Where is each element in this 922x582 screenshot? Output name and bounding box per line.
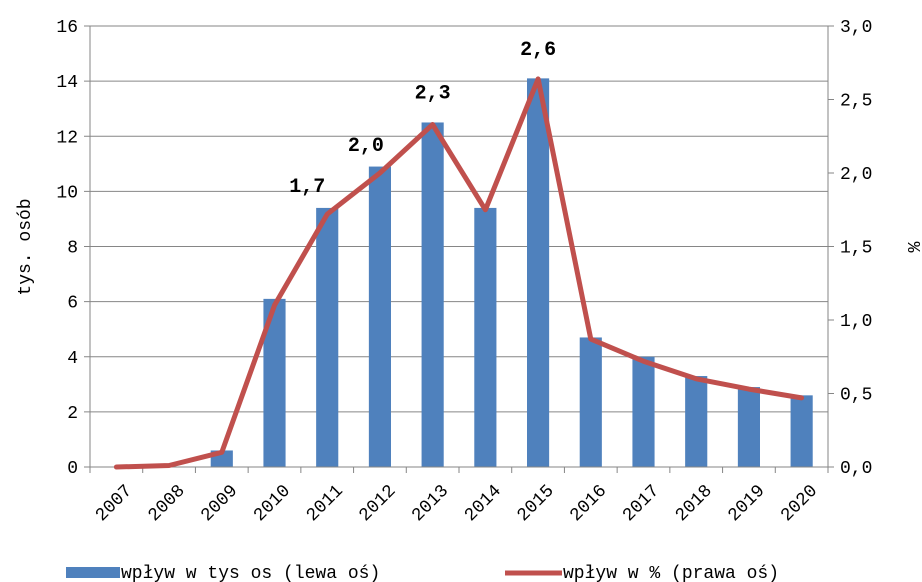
bar [421, 122, 444, 467]
left-tick-label: 2 [67, 404, 78, 424]
axes [84, 25, 834, 473]
bar [632, 356, 655, 467]
left-tick-label: 0 [67, 459, 78, 479]
x-tick-label: 2008 [145, 481, 190, 526]
x-tick-label: 2009 [198, 481, 243, 526]
x-tick-label: 2015 [514, 481, 559, 526]
y-axis-title: tys. osób [16, 198, 36, 295]
legend-bar-swatch [66, 567, 120, 578]
x-tick-label: 2019 [725, 481, 770, 526]
y2-axis-title: % [902, 242, 922, 253]
legend-line-label: wpływ w % (prawa oś) [563, 564, 779, 582]
bar [579, 337, 602, 467]
right-axis-ticks: 0,0 0,5 1,0 1,5 2,0 2,5 3,0 [840, 18, 872, 479]
bar [737, 387, 760, 467]
line-path [113, 76, 805, 470]
bar [316, 207, 339, 467]
right-tick-label: 0,0 [840, 459, 872, 479]
left-tick-label: 12 [56, 128, 78, 148]
bar [368, 166, 391, 467]
data-labels: 1,7 2,0 2,3 2,6 [289, 39, 556, 199]
left-tick-label: 4 [67, 349, 78, 369]
x-tick-label: 2020 [777, 481, 822, 526]
bar [527, 78, 550, 468]
left-tick-label: 14 [56, 73, 78, 93]
x-tick-label: 2013 [408, 481, 453, 526]
x-tick-label: 2011 [303, 481, 348, 526]
right-tick-label: 1,0 [840, 312, 872, 332]
line-series [113, 76, 805, 470]
x-tick-label: 2007 [92, 481, 137, 526]
right-tick-label: 2,5 [840, 92, 872, 112]
gridlines [90, 25, 828, 413]
x-axis-ticks: 2007 2008 2009 2010 2011 2012 2013 2014 2015 2016… [92, 481, 822, 526]
left-tick-label: 8 [67, 239, 78, 259]
left-axis-ticks: 0 2 4 6 8 10 12 14 16 [56, 18, 78, 479]
bar [790, 395, 813, 467]
right-tick-label: 2,0 [840, 165, 872, 185]
left-tick-label: 6 [67, 294, 78, 314]
data-label: 2,6 [520, 39, 556, 62]
legend-bar-label: wpływ w tys os (lewa oś) [121, 564, 380, 582]
data-label: 2,3 [415, 82, 451, 105]
x-tick-label: 2016 [567, 481, 612, 526]
bar-series [210, 78, 813, 468]
right-tick-label: 1,5 [840, 239, 872, 259]
left-tick-label: 10 [56, 183, 78, 203]
x-tick-label: 2018 [672, 481, 717, 526]
right-tick-label: 0,5 [840, 386, 872, 406]
legend: wpływ w tys os (lewa oś) wpływ w % (praw… [66, 564, 779, 582]
bar [474, 207, 497, 467]
x-tick-label: 2014 [461, 481, 506, 526]
bar [685, 376, 708, 467]
right-tick-label: 3,0 [840, 18, 872, 38]
bar [263, 298, 286, 467]
data-label: 1,7 [289, 176, 325, 199]
x-tick-label: 2010 [250, 481, 295, 526]
data-label: 2,0 [348, 135, 384, 158]
left-tick-label: 16 [56, 18, 78, 38]
x-tick-label: 2017 [619, 481, 664, 526]
x-tick-label: 2012 [356, 481, 401, 526]
